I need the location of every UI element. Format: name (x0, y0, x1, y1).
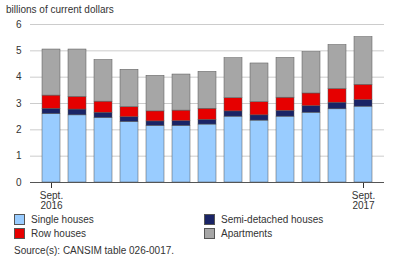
svg-text:Sept.2016: Sept.2016 (40, 190, 63, 211)
svg-text:5: 5 (16, 45, 22, 56)
svg-text:1: 1 (16, 150, 22, 161)
html-text:Apartments: Apartments (221, 228, 273, 239)
html-text:billions of current dollars: billions of current dollars (6, 4, 114, 15)
svg-text:4: 4 (16, 71, 22, 82)
svg-text:6: 6 (16, 19, 22, 30)
svg-text:3: 3 (16, 98, 22, 109)
svg-text:2: 2 (16, 124, 22, 135)
svg-text:Sept.2017: Sept.2017 (352, 190, 375, 211)
svg-text:0: 0 (16, 177, 22, 188)
html-text:Single houses: Single houses (31, 214, 94, 225)
html-text:Row houses: Row houses (31, 228, 86, 239)
html-text:Source(s): CANSIM table 026-00: Source(s): CANSIM table 026-0017. (14, 245, 175, 256)
html-text:Semi-detached houses: Semi-detached houses (221, 214, 324, 225)
